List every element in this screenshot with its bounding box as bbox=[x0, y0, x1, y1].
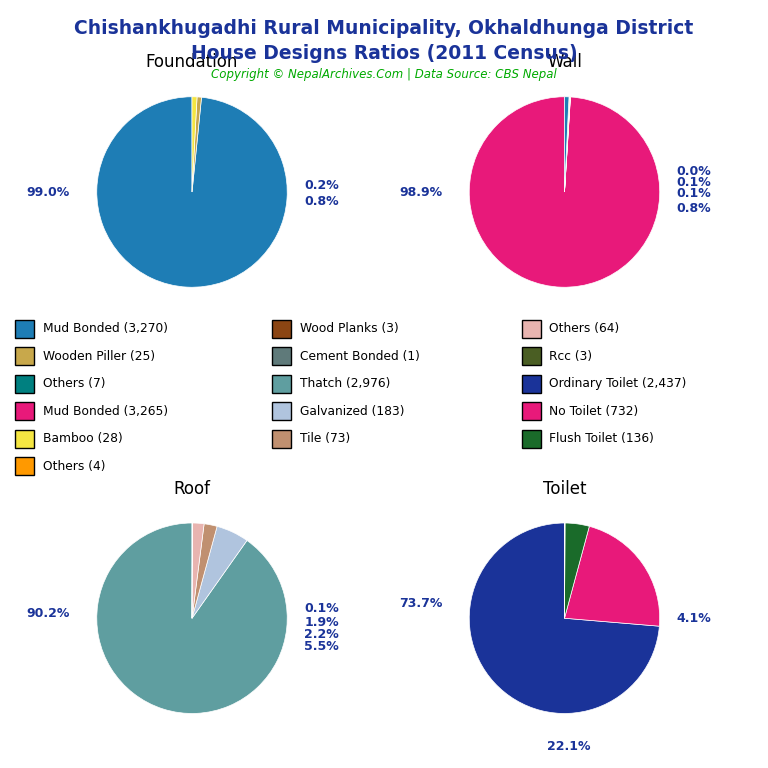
Text: Mud Bonded (3,265): Mud Bonded (3,265) bbox=[43, 405, 168, 418]
FancyBboxPatch shape bbox=[273, 347, 291, 366]
FancyBboxPatch shape bbox=[273, 319, 291, 338]
Text: Tile (73): Tile (73) bbox=[300, 432, 350, 445]
FancyBboxPatch shape bbox=[15, 402, 34, 420]
Text: 0.1%: 0.1% bbox=[304, 602, 339, 615]
Wedge shape bbox=[97, 523, 287, 713]
Text: Wooden Piller (25): Wooden Piller (25) bbox=[43, 349, 155, 362]
Wedge shape bbox=[192, 526, 247, 618]
Wedge shape bbox=[564, 97, 570, 192]
Text: 0.0%: 0.0% bbox=[677, 164, 712, 177]
Wedge shape bbox=[564, 523, 589, 618]
Text: No Toilet (732): No Toilet (732) bbox=[549, 405, 639, 418]
Text: Cement Bonded (1): Cement Bonded (1) bbox=[300, 349, 420, 362]
FancyBboxPatch shape bbox=[522, 319, 541, 338]
FancyBboxPatch shape bbox=[15, 457, 34, 475]
Text: Chishankhugadhi Rural Municipality, Okhaldhunga District: Chishankhugadhi Rural Municipality, Okha… bbox=[74, 19, 694, 38]
Text: 0.8%: 0.8% bbox=[304, 195, 339, 208]
Text: Wood Planks (3): Wood Planks (3) bbox=[300, 322, 399, 335]
Wedge shape bbox=[469, 523, 660, 713]
Text: Rcc (3): Rcc (3) bbox=[549, 349, 593, 362]
Text: 0.2%: 0.2% bbox=[304, 179, 339, 192]
Text: 90.2%: 90.2% bbox=[27, 607, 70, 620]
Wedge shape bbox=[564, 97, 569, 192]
Text: 4.1%: 4.1% bbox=[677, 612, 712, 624]
FancyBboxPatch shape bbox=[273, 375, 291, 392]
Wedge shape bbox=[564, 97, 571, 192]
Title: Foundation: Foundation bbox=[146, 54, 238, 71]
Text: 0.1%: 0.1% bbox=[677, 187, 712, 200]
Text: Others (7): Others (7) bbox=[43, 377, 105, 390]
Text: Others (64): Others (64) bbox=[549, 322, 620, 335]
Wedge shape bbox=[192, 524, 217, 618]
Text: Thatch (2,976): Thatch (2,976) bbox=[300, 377, 390, 390]
Wedge shape bbox=[192, 97, 201, 192]
Wedge shape bbox=[97, 97, 287, 287]
Wedge shape bbox=[469, 97, 660, 287]
Text: Ordinary Toilet (2,437): Ordinary Toilet (2,437) bbox=[549, 377, 687, 390]
Text: 5.5%: 5.5% bbox=[304, 641, 339, 654]
Text: 73.7%: 73.7% bbox=[399, 598, 442, 611]
FancyBboxPatch shape bbox=[522, 347, 541, 366]
FancyBboxPatch shape bbox=[15, 319, 34, 338]
Wedge shape bbox=[564, 97, 571, 192]
Wedge shape bbox=[564, 526, 660, 626]
Text: 2.2%: 2.2% bbox=[304, 628, 339, 641]
Text: 0.1%: 0.1% bbox=[677, 176, 712, 189]
FancyBboxPatch shape bbox=[15, 375, 34, 392]
Text: 99.0%: 99.0% bbox=[27, 186, 70, 198]
FancyBboxPatch shape bbox=[273, 429, 291, 448]
FancyBboxPatch shape bbox=[522, 429, 541, 448]
Text: 1.9%: 1.9% bbox=[304, 615, 339, 628]
Text: Mud Bonded (3,270): Mud Bonded (3,270) bbox=[43, 322, 168, 335]
Wedge shape bbox=[192, 523, 204, 618]
Title: Wall: Wall bbox=[547, 54, 582, 71]
Title: Toilet: Toilet bbox=[543, 480, 586, 498]
FancyBboxPatch shape bbox=[15, 429, 34, 448]
FancyBboxPatch shape bbox=[15, 347, 34, 366]
Text: 98.9%: 98.9% bbox=[399, 186, 442, 198]
Wedge shape bbox=[192, 97, 197, 192]
Text: Bamboo (28): Bamboo (28) bbox=[43, 432, 123, 445]
Text: Flush Toilet (136): Flush Toilet (136) bbox=[549, 432, 654, 445]
Text: 0.8%: 0.8% bbox=[677, 202, 711, 215]
Title: Roof: Roof bbox=[174, 480, 210, 498]
FancyBboxPatch shape bbox=[522, 402, 541, 420]
Text: House Designs Ratios (2011 Census): House Designs Ratios (2011 Census) bbox=[190, 44, 578, 63]
FancyBboxPatch shape bbox=[273, 402, 291, 420]
FancyBboxPatch shape bbox=[522, 375, 541, 392]
Text: Copyright © NepalArchives.Com | Data Source: CBS Nepal: Copyright © NepalArchives.Com | Data Sou… bbox=[211, 68, 557, 81]
Text: Galvanized (183): Galvanized (183) bbox=[300, 405, 405, 418]
Text: Others (4): Others (4) bbox=[43, 460, 105, 473]
Text: 22.1%: 22.1% bbox=[548, 740, 591, 753]
